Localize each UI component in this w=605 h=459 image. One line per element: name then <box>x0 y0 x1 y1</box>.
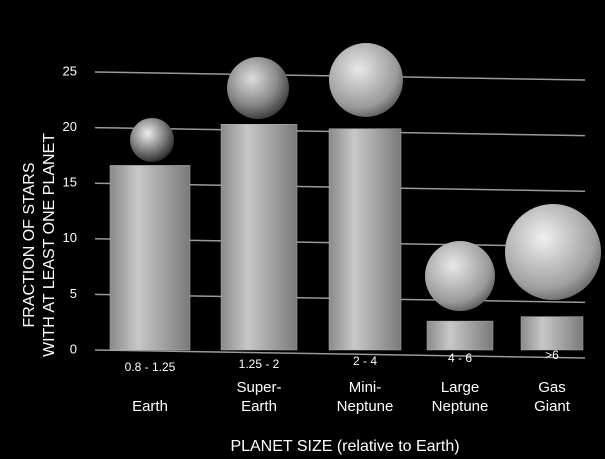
planet-illustrations <box>130 43 601 311</box>
bar <box>426 320 494 351</box>
y-axis-label: FRACTION OF STARS <box>21 162 38 327</box>
x-tick-label: Gas Giant <box>534 379 570 415</box>
y-tick-label: 15 <box>63 175 77 190</box>
bar <box>109 165 191 351</box>
planet-large-neptune <box>425 241 495 311</box>
x-axis-label: PLANET SIZE (relative to Earth) <box>230 438 459 455</box>
x-tick-label: Large Neptune <box>431 379 489 415</box>
bar <box>220 124 298 351</box>
y-tick-label: 20 <box>63 119 77 134</box>
y-axis-label: WITH AT LEAST ONE PLANET <box>41 133 58 357</box>
y-tick-label: 5 <box>70 286 77 301</box>
planet-gas-giant <box>505 204 601 300</box>
size-range-label: 2 - 4 <box>353 354 377 368</box>
bar <box>328 128 402 351</box>
planet-earth <box>130 118 174 162</box>
y-tick-label: 25 <box>63 63 77 78</box>
size-range-label: 4 - 6 <box>448 351 472 365</box>
x-tick-label: Super-Earth <box>236 379 282 415</box>
x-tick-label: Mini-Neptune <box>336 379 394 415</box>
size-range-label: 0.8 - 1.25 <box>125 360 176 374</box>
size-range-label: >6 <box>545 348 559 362</box>
x-tick-label: Earth <box>132 398 168 415</box>
y-tick-label: 0 <box>70 341 77 356</box>
size-range-label: 1.25 - 2 <box>239 357 280 371</box>
y-tick-label: 10 <box>63 230 77 245</box>
planet-super-earth <box>227 57 289 119</box>
planet-mini-neptune <box>329 43 403 117</box>
bar <box>520 316 584 351</box>
grid-line <box>94 349 586 359</box>
